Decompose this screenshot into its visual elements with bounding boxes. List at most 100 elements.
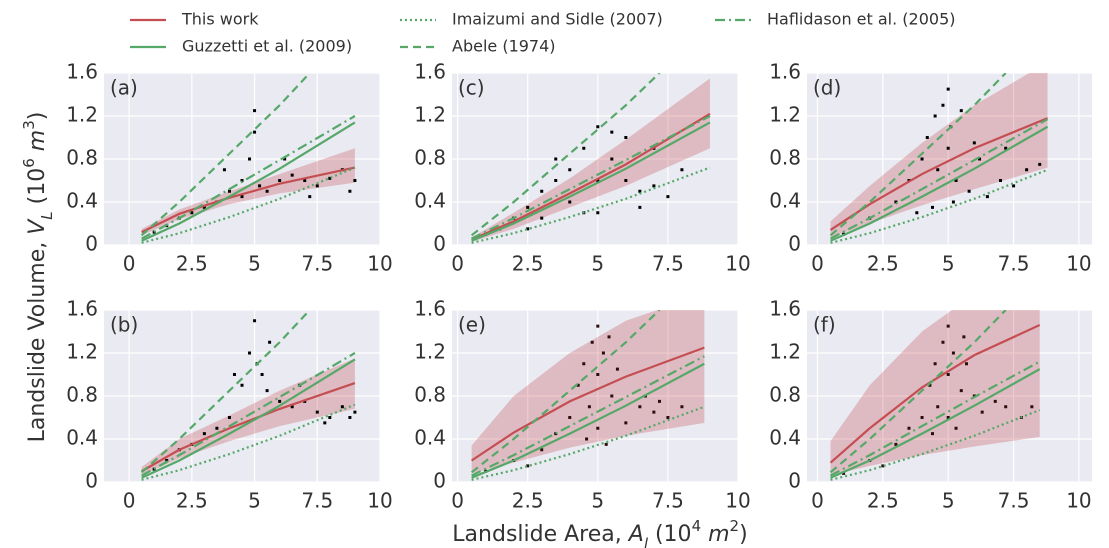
data-point [340, 405, 344, 409]
legend-label: Guzzetti et al. (2009) [182, 37, 352, 56]
x-tick-label: 0 [811, 489, 824, 513]
data-point [610, 157, 614, 161]
data-point [980, 410, 984, 414]
data-point [985, 195, 989, 199]
data-point [540, 189, 544, 193]
data-point [1012, 184, 1016, 188]
fit-line [829, 324, 1041, 464]
fit-line [471, 355, 705, 477]
x-tick-label: 5 [591, 252, 604, 276]
fit-line [829, 117, 1048, 231]
data-point [526, 227, 530, 231]
data-point [638, 405, 642, 409]
data-point [959, 389, 963, 393]
panel-label: (f) [813, 313, 836, 337]
data-point [253, 130, 257, 134]
x-tick-label: 10 [1066, 489, 1091, 513]
data-point [596, 211, 600, 215]
data-point [248, 157, 252, 161]
ylabel-part: 3 [20, 120, 38, 130]
data-point [596, 125, 600, 129]
y-tick-label: 1.2 [769, 340, 801, 364]
data-point [1038, 162, 1042, 166]
data-point [596, 179, 600, 182]
fit-line [141, 352, 356, 477]
y-tick-label: 0.8 [414, 146, 446, 170]
data-point [215, 426, 219, 430]
x-tick-label: 2.5 [512, 489, 544, 513]
panel-label: (a) [110, 76, 138, 100]
panel-label: (d) [813, 76, 841, 100]
y-tick-label: 1.6 [414, 60, 446, 84]
y-tick-label: 1.2 [769, 103, 801, 127]
data-point [933, 114, 937, 118]
y-tick-label: 0.8 [66, 146, 98, 170]
xlabel-part: 4 [692, 517, 702, 535]
legend-label: Haflidason et al. (2005) [767, 10, 956, 29]
data-point [202, 205, 206, 209]
data-point [227, 189, 231, 193]
data-point [601, 351, 605, 355]
data-point [951, 351, 955, 355]
data-point [248, 351, 252, 355]
y-tick-label: 1.2 [66, 103, 98, 127]
data-point [290, 173, 294, 177]
data-point [946, 87, 950, 91]
y-tick-label: 0 [433, 469, 446, 493]
y-tick-label: 1.6 [769, 297, 801, 321]
xlabel-part: Landslide Area, [452, 522, 628, 547]
data-point [680, 168, 684, 172]
data-point [1030, 405, 1034, 409]
data-point [190, 211, 194, 215]
fit-line [471, 346, 705, 462]
data-point [596, 426, 600, 430]
x-tick-label: 2.5 [867, 489, 899, 513]
data-point [951, 200, 955, 204]
data-point [652, 410, 656, 414]
xlabel-part: (10 [648, 522, 692, 547]
panel-label: (e) [458, 313, 486, 337]
data-point [353, 410, 357, 414]
data-point [931, 205, 935, 209]
ylabel-part: m [25, 130, 50, 158]
data-point [240, 179, 244, 182]
y-tick-label: 0 [433, 232, 446, 256]
y-tick-label: 0 [85, 469, 98, 493]
data-point [946, 146, 950, 150]
data-point [315, 184, 319, 188]
data-point [894, 442, 898, 446]
fit-line [140, 73, 311, 237]
fit-line [830, 408, 1041, 481]
plot-content [829, 310, 1041, 481]
data-point [232, 373, 236, 376]
fit-line [471, 362, 705, 479]
data-point [240, 383, 244, 387]
y-tick-label: 0.8 [769, 146, 801, 170]
fit-line [141, 358, 356, 479]
fit-line [141, 382, 356, 473]
data-point [936, 405, 940, 409]
data-point [260, 373, 264, 376]
ylabel-part: ) [25, 112, 50, 121]
xlabel-part: 2 [730, 517, 740, 535]
data-point [638, 205, 642, 209]
fit-line [471, 121, 711, 242]
ylabel-part: Landslide Volume, [25, 235, 50, 443]
data-point [907, 426, 911, 430]
fit-line [830, 368, 1041, 479]
y-tick-label: 1.6 [414, 297, 446, 321]
data-point [610, 130, 614, 134]
plot-content [140, 310, 357, 481]
ylabel-part: (10 [25, 168, 50, 212]
data-point [587, 405, 591, 409]
x-tick-label: 5 [591, 489, 604, 513]
data-point [222, 168, 226, 172]
data-point [253, 319, 257, 323]
plot-content [140, 73, 357, 244]
fit-line [471, 405, 705, 481]
fit-line [471, 112, 711, 241]
data-point [568, 168, 572, 172]
data-point [554, 432, 558, 436]
x-tick-label: 7.5 [652, 489, 684, 513]
panel-label: (b) [110, 313, 138, 337]
